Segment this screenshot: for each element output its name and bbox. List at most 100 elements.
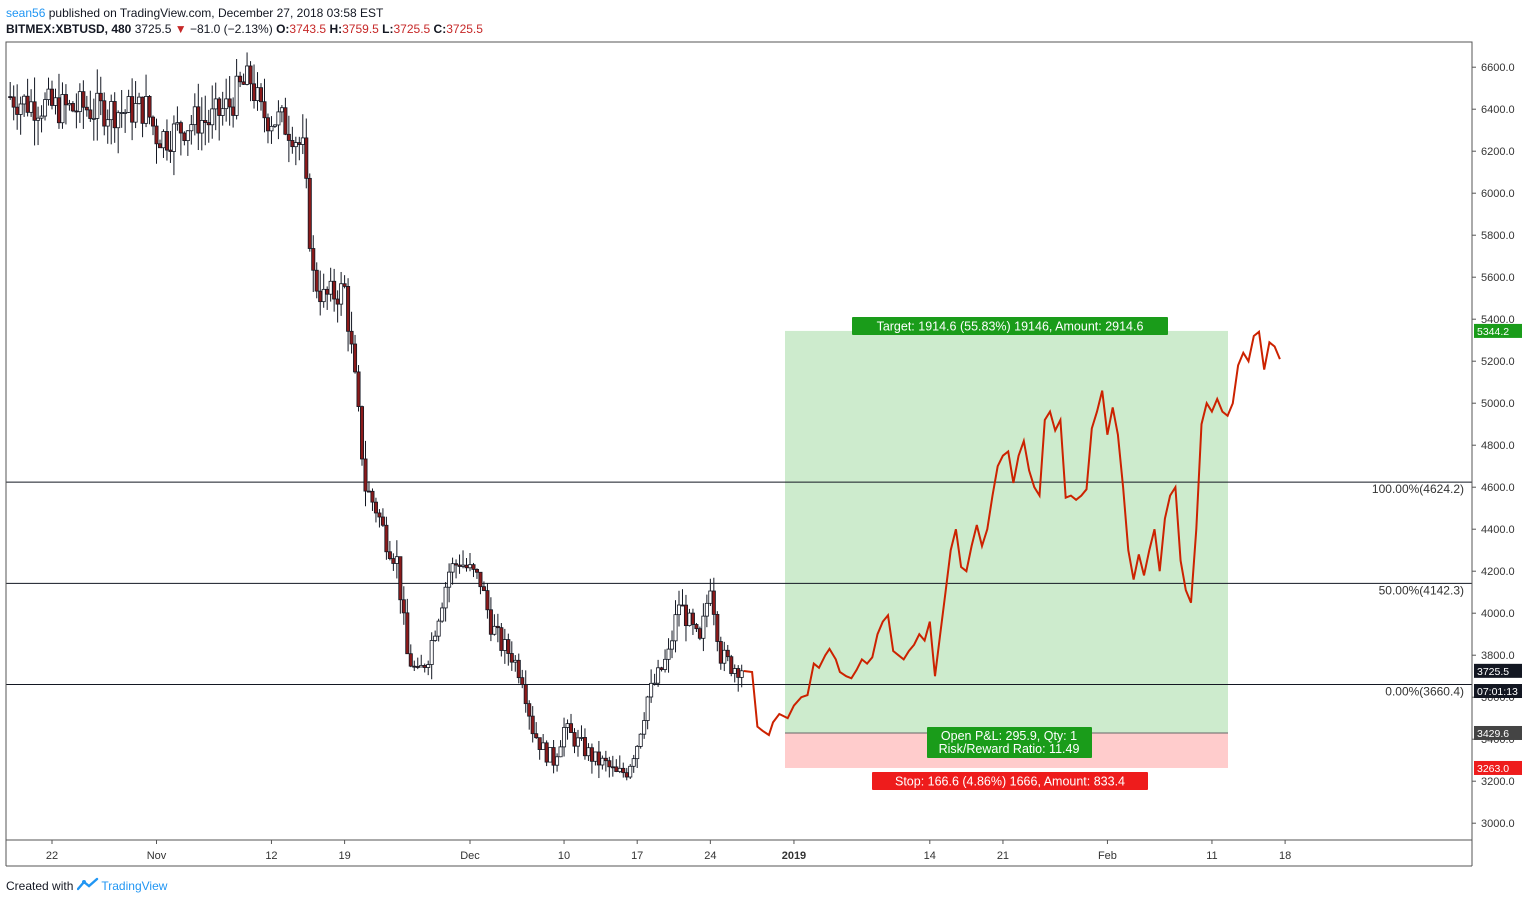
candle-body <box>147 96 152 118</box>
candle-body <box>401 599 406 614</box>
candle <box>272 124 277 128</box>
created-with-text: Created with <box>6 879 74 893</box>
author-link[interactable]: sean56 <box>6 6 46 20</box>
candle <box>363 440 368 507</box>
price-tag-text: 07:01:13 <box>1477 686 1518 698</box>
candle-body <box>558 746 563 758</box>
candle <box>321 273 326 308</box>
candle <box>481 581 486 592</box>
candle <box>29 89 34 117</box>
candle-body <box>171 123 176 152</box>
candle-body <box>283 107 288 135</box>
candle-body <box>8 96 13 98</box>
candle-body <box>492 625 497 635</box>
candle <box>401 586 406 625</box>
close-value: 3725.5 <box>446 22 483 36</box>
candle <box>140 96 145 138</box>
candle-body <box>46 88 51 100</box>
candle <box>443 581 448 622</box>
candle <box>391 553 396 571</box>
candle-body <box>213 98 218 110</box>
candle <box>555 753 560 772</box>
candle-body <box>575 737 580 747</box>
candle <box>88 90 93 122</box>
candle <box>603 750 608 772</box>
candle <box>314 262 319 299</box>
candle <box>642 712 647 739</box>
candle-body <box>663 658 668 670</box>
candle-body <box>457 564 462 567</box>
candle-body <box>286 133 291 141</box>
candle <box>614 759 619 773</box>
time-axis[interactable]: 22 Nov 12 19 Dec 10 17 24 2019 14 21 Feb 11 18 <box>46 840 1291 862</box>
candle <box>105 109 110 144</box>
price-tag-bg <box>1474 684 1522 699</box>
candle <box>436 618 441 642</box>
candle-body <box>635 745 640 760</box>
candle <box>690 608 695 635</box>
candle <box>433 630 438 642</box>
candle <box>11 85 16 121</box>
candle <box>680 589 685 607</box>
candle <box>478 571 483 595</box>
price-tag: 07:01:13 <box>1474 684 1522 699</box>
candle <box>527 700 532 730</box>
candle <box>91 98 96 141</box>
candle-body <box>269 125 274 132</box>
candle <box>8 81 13 100</box>
candle <box>380 508 385 527</box>
candle <box>63 84 68 125</box>
candle <box>189 114 194 145</box>
candle-body <box>252 83 257 102</box>
tradingview-link[interactable]: TradingView <box>101 879 168 893</box>
y-tick-label: 6000.0 <box>1481 188 1515 200</box>
x-tick-label: 22 <box>46 850 58 862</box>
y-tick-label: 5000.0 <box>1481 398 1515 410</box>
price-tag: 3263.0 <box>1474 760 1522 775</box>
candle <box>628 764 633 780</box>
candle <box>429 632 434 680</box>
tradingview-logo-icon[interactable] <box>77 877 99 895</box>
fib-label: 100.00%(4624.2) <box>1372 482 1464 496</box>
candle-body <box>739 670 744 678</box>
footer: Created with TradingView <box>6 877 167 895</box>
candle <box>50 80 55 110</box>
y-tick-label: 6200.0 <box>1481 146 1515 158</box>
candle-body <box>112 101 117 129</box>
down-arrow-icon: ▼ <box>174 22 187 36</box>
candle <box>488 597 493 642</box>
candle-body <box>673 614 678 642</box>
candle-body <box>551 747 556 766</box>
y-tick-label: 4800.0 <box>1481 440 1515 452</box>
x-tick-label: 10 <box>558 850 570 862</box>
candle <box>154 118 159 164</box>
candle-body <box>77 91 82 113</box>
candle <box>332 268 337 312</box>
candle-body <box>485 590 490 611</box>
candle-body <box>534 733 539 739</box>
candle-body <box>203 120 208 123</box>
candle-body <box>729 656 734 674</box>
candle-body <box>589 747 594 762</box>
candle-body <box>725 649 730 658</box>
price-axis[interactable]: 3000.03200.03400.03600.03800.04000.04200… <box>1472 62 1515 830</box>
candle-body <box>356 371 361 407</box>
candle <box>168 130 173 163</box>
symbol-name[interactable]: BITMEX:XBTUSD, 480 <box>6 22 132 36</box>
candle <box>739 664 744 688</box>
candle-body <box>565 723 570 728</box>
candle <box>224 78 229 122</box>
candle <box>133 81 138 129</box>
candle <box>384 516 389 560</box>
candle <box>673 600 678 653</box>
candle <box>725 644 730 662</box>
candle-body <box>126 96 131 113</box>
candle-body <box>694 624 699 630</box>
candle-body <box>297 142 302 145</box>
candle-body <box>513 659 518 663</box>
candle-body <box>105 119 110 127</box>
candle-body <box>704 602 709 617</box>
candle-body <box>638 733 643 747</box>
candle-body <box>656 667 661 684</box>
